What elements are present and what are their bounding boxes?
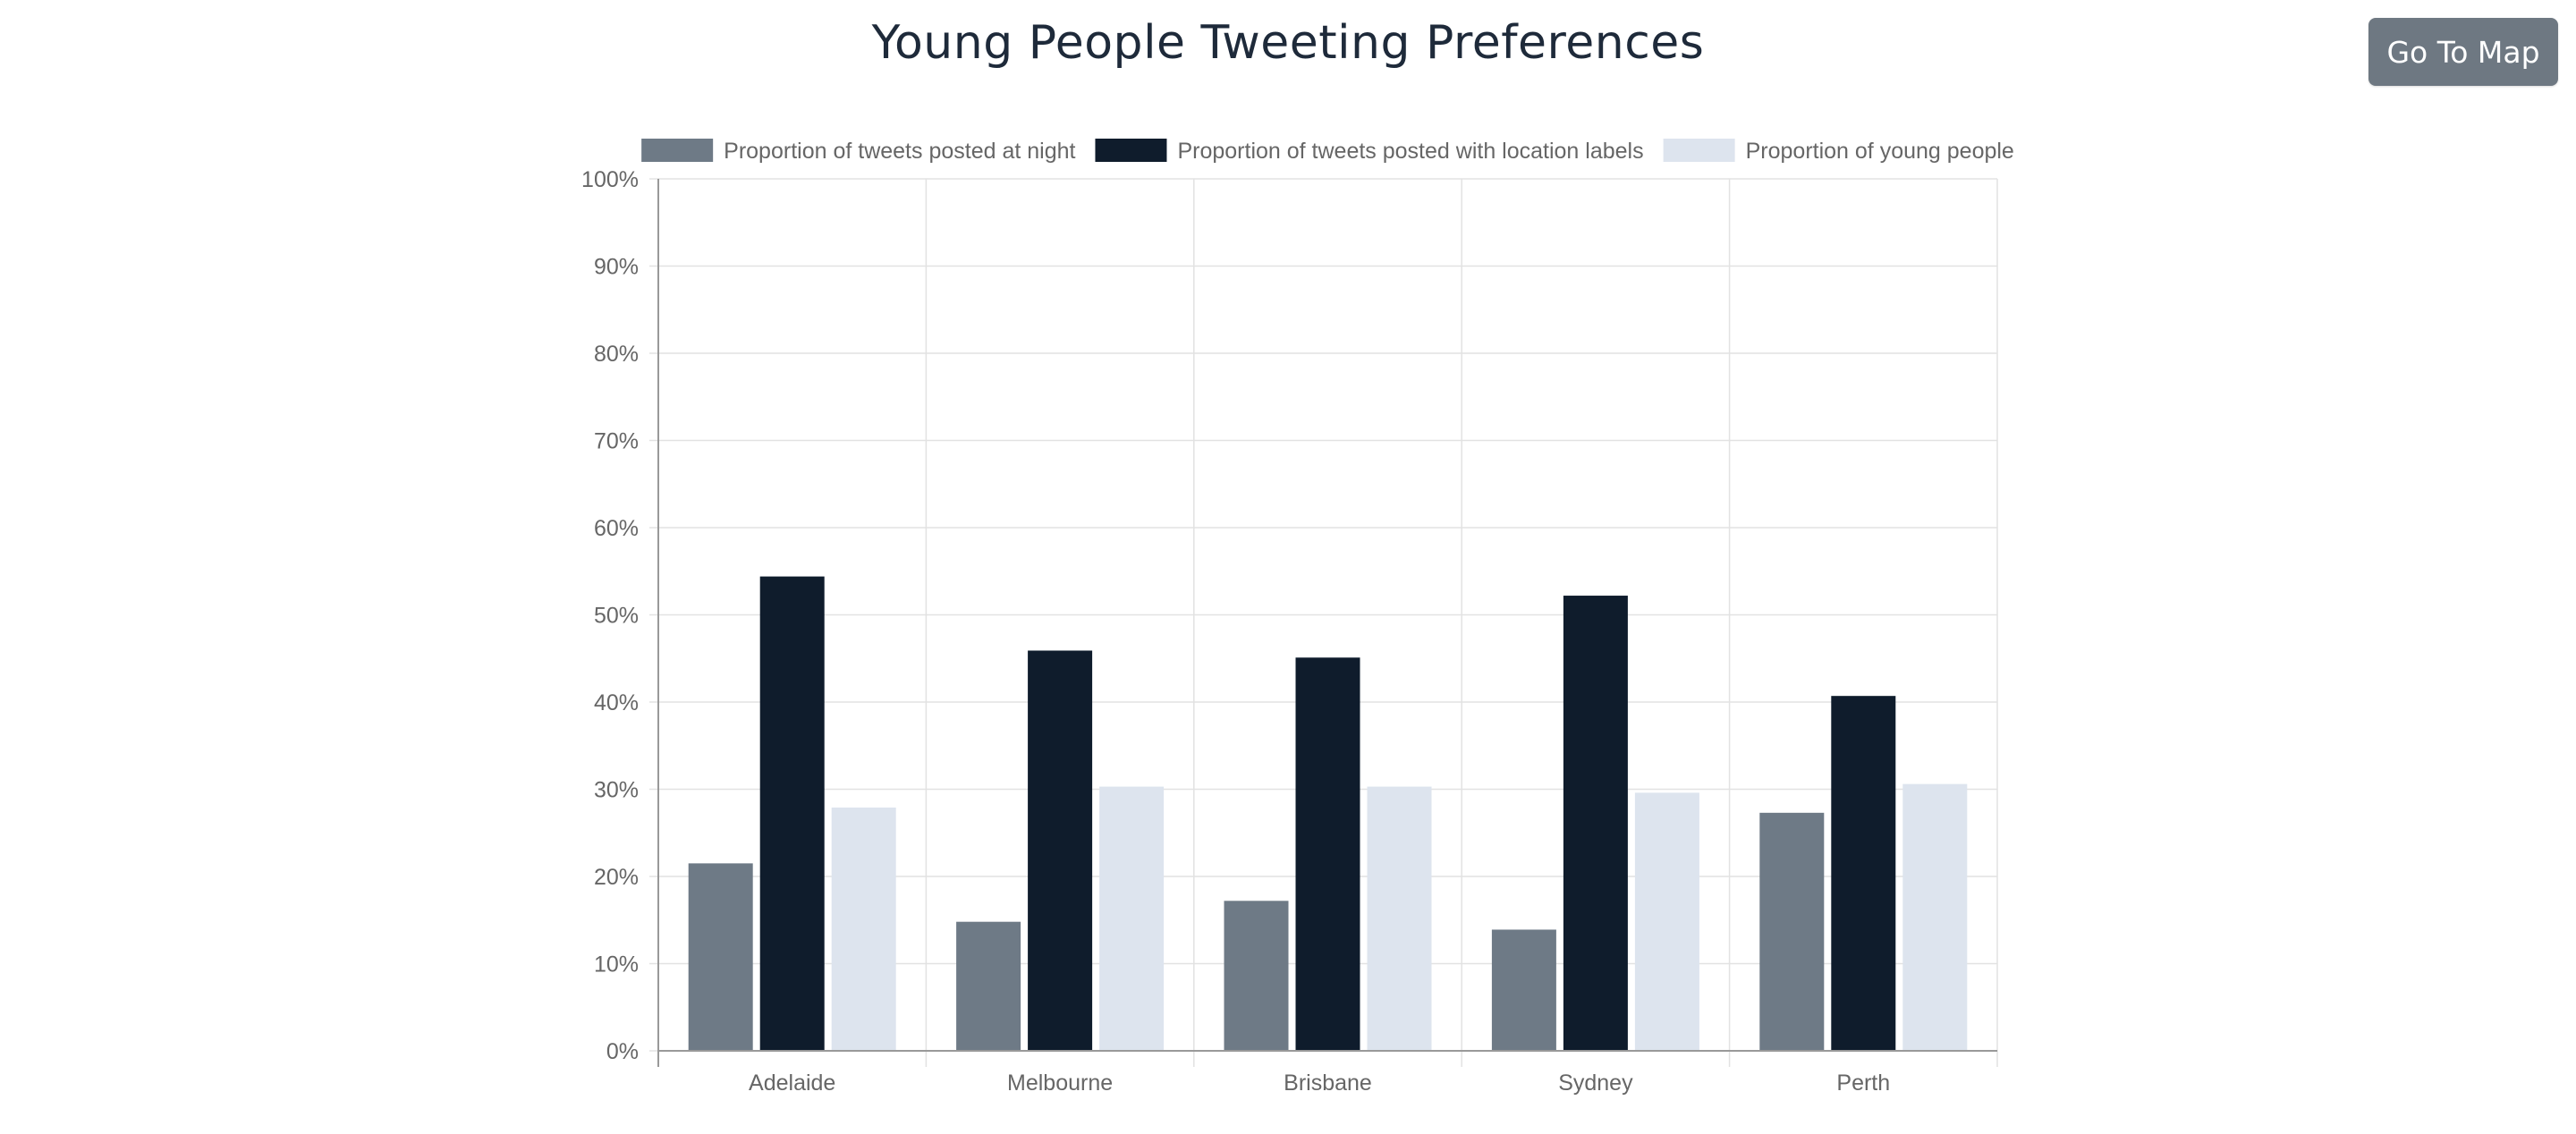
x-tick-label: Adelaide [749, 1071, 835, 1096]
bar-adelaide-series-2 [759, 576, 825, 1051]
legend-label-2: Proportion of tweets posted with locatio… [1177, 139, 1643, 164]
x-tick-label: Melbourne [1007, 1071, 1113, 1096]
x-tick-label: Sydney [1558, 1071, 1633, 1096]
y-tick-label: 40% [594, 690, 639, 715]
legend-label-1: Proportion of tweets posted at night [724, 139, 1075, 164]
legend-swatch-3 [1663, 139, 1735, 162]
y-tick-labels: 0% 10% 20% 30% 40% 50% 60% 70% 80% 90% 100% [581, 167, 639, 1064]
axes [657, 179, 1997, 1067]
go-to-map-button[interactable]: Go To Map [2368, 18, 2558, 86]
page-title: Young People Tweeting Preferences [871, 16, 1705, 70]
y-tick-label: 20% [594, 865, 639, 890]
bar-melbourne-series-1 [956, 921, 1021, 1051]
bar-perth-series-1 [1759, 812, 1825, 1051]
y-tick-label: 50% [594, 604, 639, 629]
bar-perth-series-2 [1831, 696, 1896, 1051]
y-tick-label: 70% [594, 429, 639, 454]
bars [688, 576, 1968, 1051]
y-tick-label: 60% [594, 516, 639, 541]
legend-label-3: Proportion of young people [1746, 139, 2014, 164]
bar-brisbane-series-3 [1367, 786, 1432, 1051]
y-tick-label: 0% [606, 1039, 639, 1064]
bar-perth-series-3 [1902, 783, 1968, 1051]
y-tick-label: 30% [594, 778, 639, 803]
x-tick-labels: Adelaide Melbourne Brisbane Sydney Perth [749, 1071, 1890, 1096]
legend-swatch-1 [641, 139, 714, 162]
x-tick-label: Perth [1836, 1071, 1890, 1096]
y-tick-label: 100% [581, 167, 639, 192]
y-tick-label: 90% [594, 255, 639, 280]
y-tick-label: 80% [594, 342, 639, 367]
bar-adelaide-series-1 [688, 863, 753, 1051]
bar-brisbane-series-1 [1224, 901, 1289, 1051]
legend-swatch-2 [1095, 139, 1167, 162]
bar-adelaide-series-3 [831, 807, 896, 1051]
bar-sydney-series-2 [1563, 596, 1628, 1051]
legend: Proportion of tweets posted at night Prop… [641, 139, 2014, 164]
bar-melbourne-series-3 [1099, 786, 1165, 1051]
bar-brisbane-series-2 [1295, 657, 1360, 1051]
y-tick-label: 10% [594, 952, 639, 977]
bar-sydney-series-1 [1491, 929, 1556, 1051]
bar-melbourne-series-2 [1028, 650, 1093, 1051]
bar-sydney-series-3 [1634, 792, 1699, 1051]
x-tick-label: Brisbane [1284, 1071, 1372, 1096]
